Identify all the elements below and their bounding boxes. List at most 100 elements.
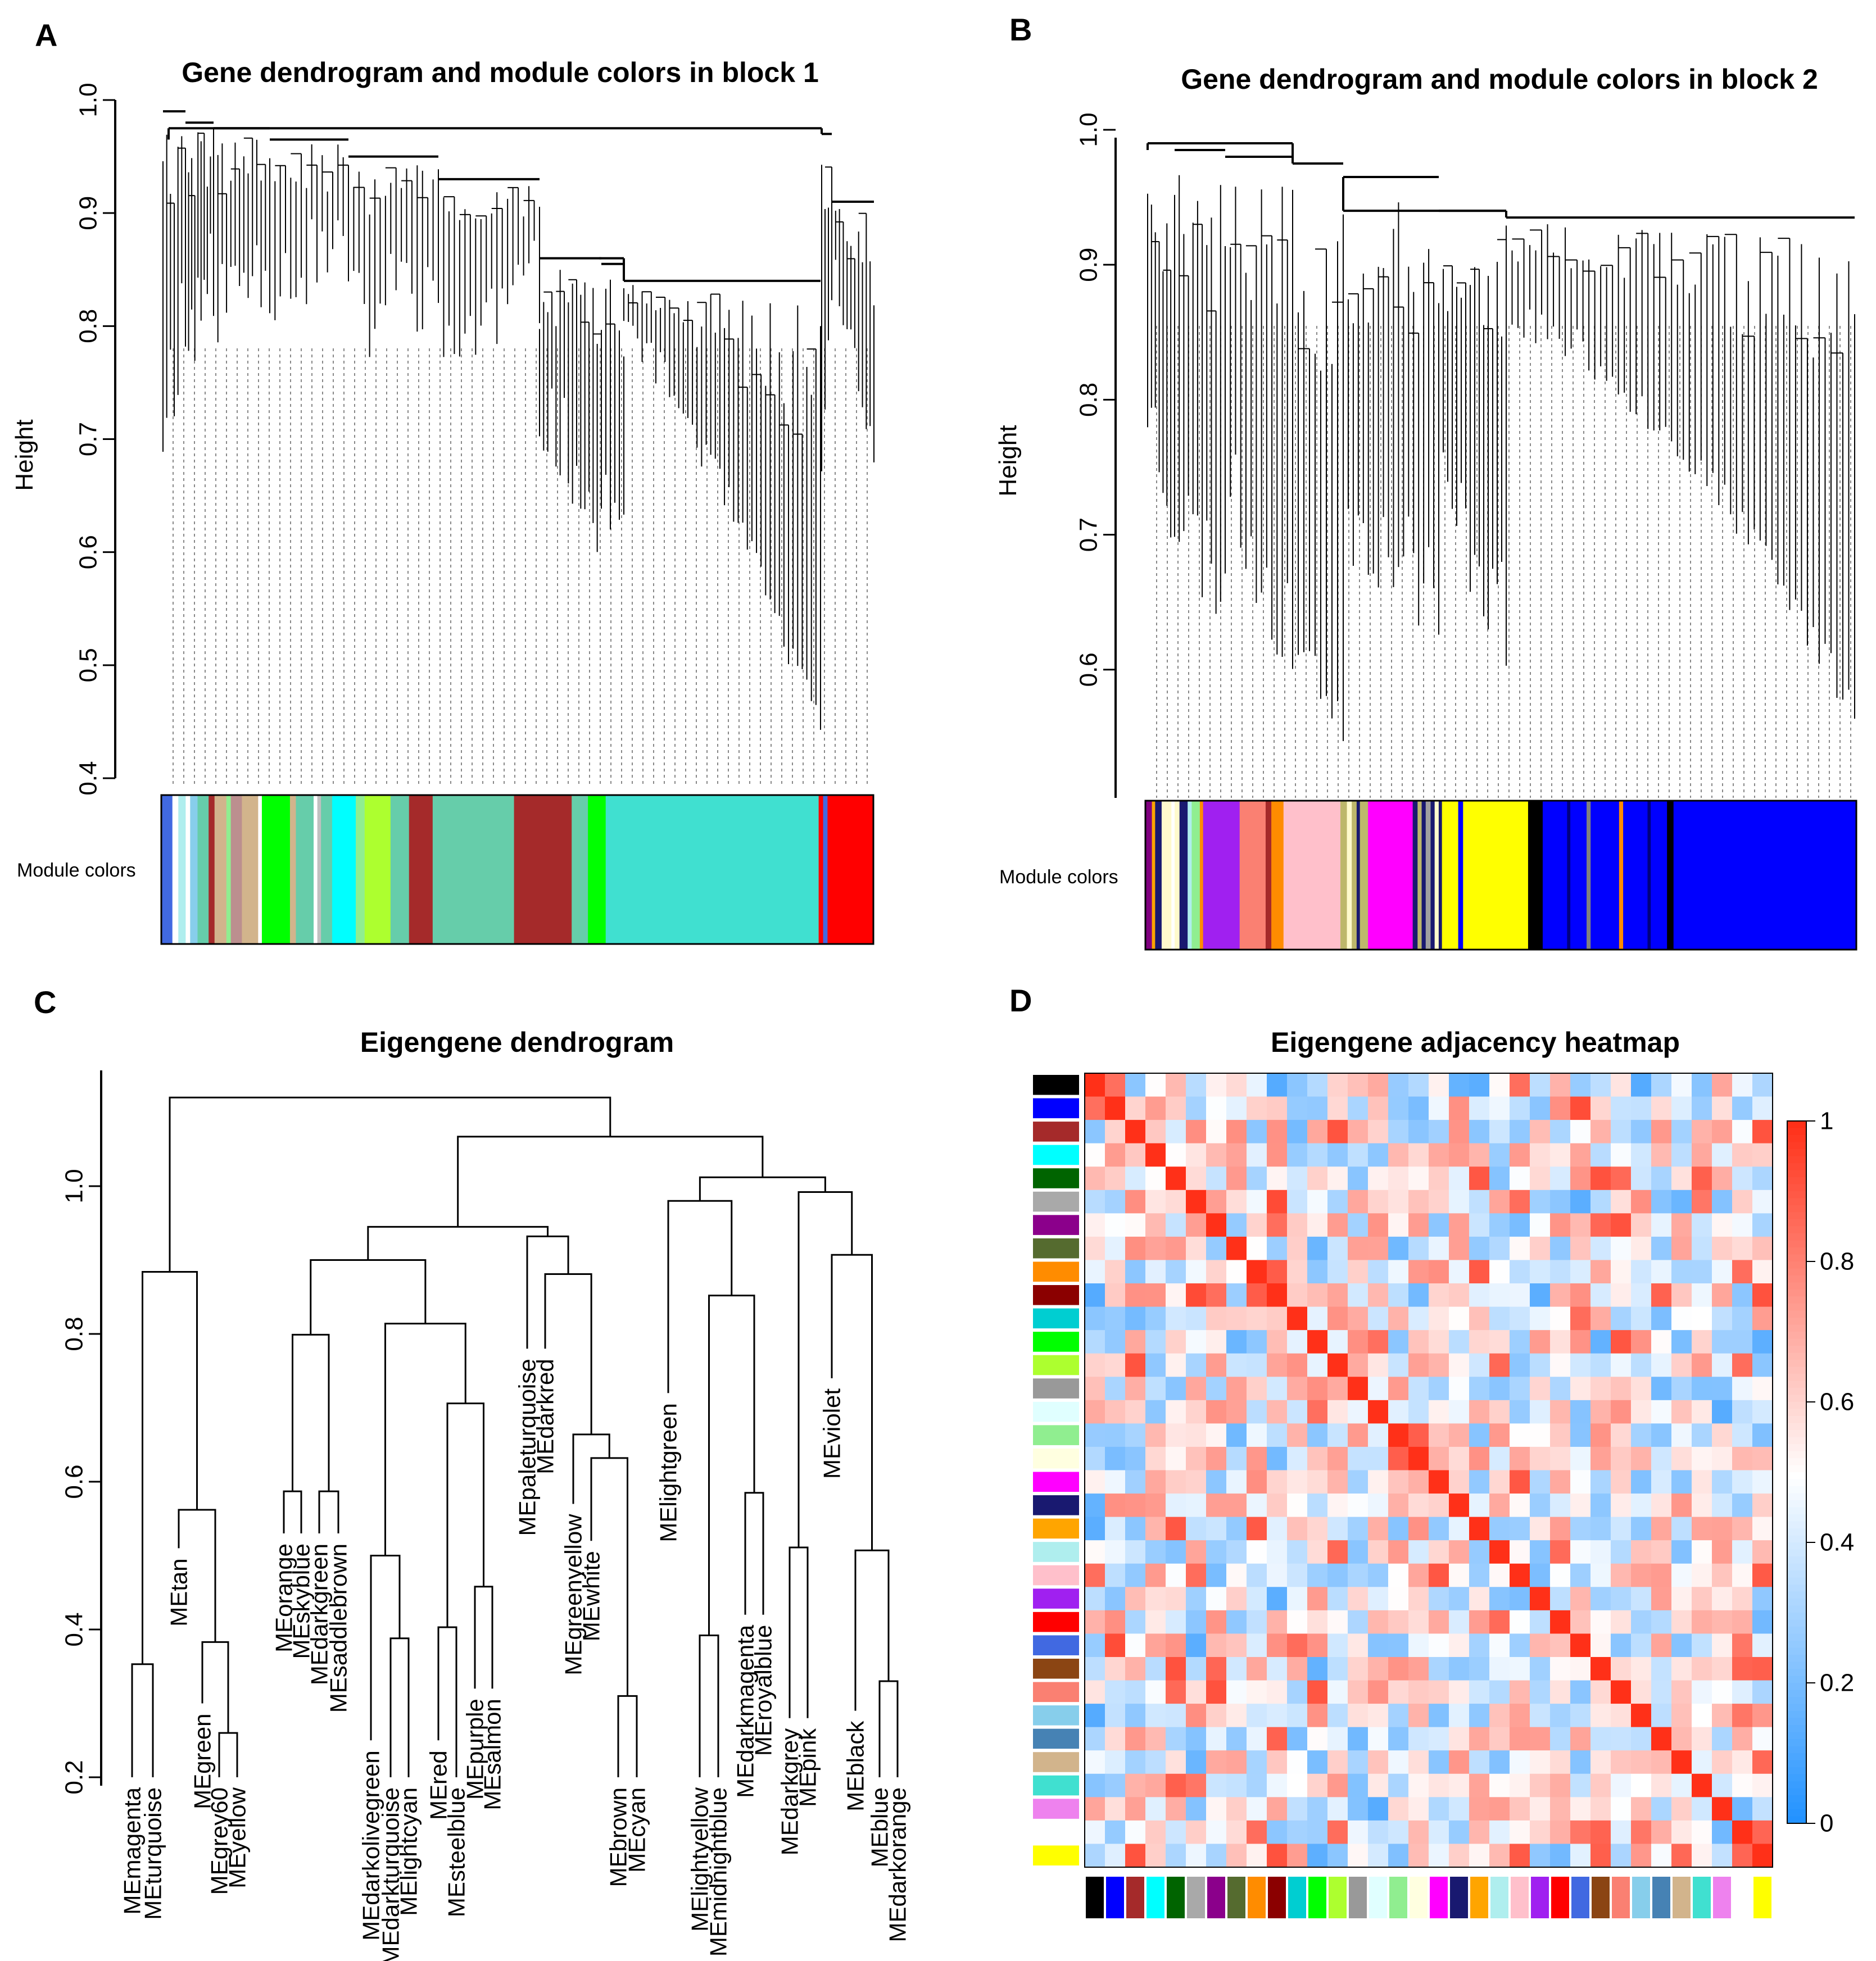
panel-d-cell (1206, 1260, 1227, 1284)
panel-d-cell (1489, 1283, 1510, 1308)
panel-d-cell (1550, 1377, 1571, 1401)
panel-d-cell (1388, 1096, 1409, 1120)
panel-d-cell (1247, 1797, 1267, 1821)
panel-c-merge (744, 1492, 764, 1615)
panel-d-cell (1267, 1540, 1288, 1564)
panel-c-leaf-label: MEsalmon (479, 1699, 506, 1810)
panel-d-cell (1105, 1073, 1126, 1097)
panel-d-cell (1469, 1213, 1490, 1237)
panel-d-cell (1752, 1470, 1773, 1494)
panel-d-cell (1489, 1096, 1510, 1120)
panel-d-cell (1307, 1680, 1328, 1704)
panel-d-cell (1651, 1120, 1672, 1144)
panel-d-cell (1368, 1213, 1389, 1237)
panel-d-cell (1085, 1377, 1105, 1401)
panel-d-cell (1348, 1470, 1369, 1494)
panel-d-cell (1631, 1190, 1652, 1214)
panel-d-colorbar-step (1787, 1402, 1806, 1410)
panel-d-cell (1429, 1190, 1449, 1214)
panel-b-module-segment (1421, 801, 1426, 950)
panel-d-cell (1671, 1704, 1692, 1728)
panel-d-cell (1145, 1587, 1166, 1611)
panel-d-cell (1692, 1517, 1712, 1541)
panel-d-cell (1530, 1540, 1551, 1564)
panel-d-cell (1388, 1377, 1409, 1401)
panel-d-cell (1247, 1517, 1267, 1541)
panel-d-cell (1226, 1517, 1247, 1541)
panel-d-cell (1368, 1844, 1389, 1868)
panel-d-col-swatch (1753, 1877, 1771, 1918)
panel-d-colorbar-step (1787, 1409, 1806, 1417)
panel-a-module-frame (160, 794, 874, 945)
panel-d-cell (1429, 1494, 1449, 1518)
panel-d-cell (1752, 1073, 1773, 1097)
panel-d-cell (1429, 1423, 1449, 1447)
panel-d-cell (1469, 1190, 1490, 1214)
panel-d-cell (1651, 1166, 1672, 1191)
panel-a-ylabel: Height (11, 419, 38, 491)
panel-d-cell (1105, 1166, 1126, 1191)
panel-d-cell (1206, 1096, 1227, 1120)
panel-d-cell (1671, 1143, 1692, 1167)
panel-d-cell (1226, 1260, 1247, 1284)
panel-d-cell (1550, 1423, 1571, 1447)
panel-d-cell (1651, 1773, 1672, 1797)
panel-d-cell (1368, 1704, 1389, 1728)
panel-d-cell (1732, 1517, 1753, 1541)
panel-d-cell (1125, 1727, 1146, 1751)
panel-d-cell (1752, 1377, 1773, 1401)
panel-d-cell (1348, 1563, 1369, 1587)
panel-d-cell (1166, 1727, 1186, 1751)
panel-d-colorbar-step (1787, 1605, 1806, 1613)
panel-d-cell (1590, 1494, 1611, 1518)
panel-d-cell (1307, 1470, 1328, 1494)
panel-d-cell (1651, 1190, 1672, 1214)
panel-d-cell (1327, 1797, 1348, 1821)
panel-d-cell (1327, 1633, 1348, 1658)
panel-d-cell (1732, 1260, 1753, 1284)
panel-a-module-segment (172, 795, 179, 944)
panel-d-cell (1611, 1563, 1632, 1587)
panel-d-cell (1287, 1260, 1308, 1284)
panel-d-cell (1590, 1120, 1611, 1144)
panel-d-cell (1247, 1704, 1267, 1728)
panel-d-cell (1611, 1750, 1632, 1774)
panel-d-colorbar-step (1787, 1472, 1806, 1480)
panel-d-cell (1489, 1073, 1510, 1097)
panel-d-cell (1307, 1306, 1328, 1331)
panel-d-cell (1287, 1120, 1308, 1144)
panel-d-cell (1732, 1797, 1753, 1821)
panel-d-colorbar-step (1787, 1655, 1806, 1663)
panel-d-cell (1105, 1353, 1126, 1377)
panel-d-cell (1085, 1166, 1105, 1191)
panel-d-cell (1186, 1446, 1207, 1470)
panel-b-module-segment (1458, 801, 1463, 950)
panel-d-cell (1166, 1143, 1186, 1167)
panel-d-cell (1307, 1073, 1328, 1097)
panel-d-cell (1186, 1423, 1207, 1447)
panel-d: D Eigengene adjacency heatmap 0 0.2 0.4 0.6… (1009, 983, 1854, 1918)
panel-d-cell (1247, 1213, 1267, 1237)
panel-d-cell (1692, 1844, 1712, 1868)
panel-d-cell (1327, 1446, 1348, 1470)
panel-d-cell (1186, 1797, 1207, 1821)
panel-d-cell (1388, 1633, 1409, 1658)
panel-d-cell (1125, 1517, 1146, 1541)
panel-d-cell (1166, 1213, 1186, 1237)
panel-d-cell (1489, 1633, 1510, 1658)
panel-d-cell (1368, 1190, 1389, 1214)
panel-d-row-swatch (1033, 1518, 1079, 1539)
panel-d-cell (1631, 1517, 1652, 1541)
panel-d-cell (1105, 1797, 1126, 1821)
panel-d-cell (1550, 1353, 1571, 1377)
panel-d-cell (1651, 1330, 1672, 1354)
panel-d-cell (1489, 1330, 1510, 1354)
panel-d-cell (1469, 1587, 1490, 1611)
panel-c-leaf-label: MEdarkturquoise (378, 1787, 404, 1961)
panel-d-colorbar-step (1787, 1613, 1806, 1620)
panel-d-cell (1429, 1120, 1449, 1144)
panel-d-cell (1611, 1166, 1632, 1191)
panel-d-colorbar-step (1787, 1676, 1806, 1683)
panel-d-cell (1388, 1073, 1409, 1097)
panel-d-cell (1226, 1213, 1247, 1237)
